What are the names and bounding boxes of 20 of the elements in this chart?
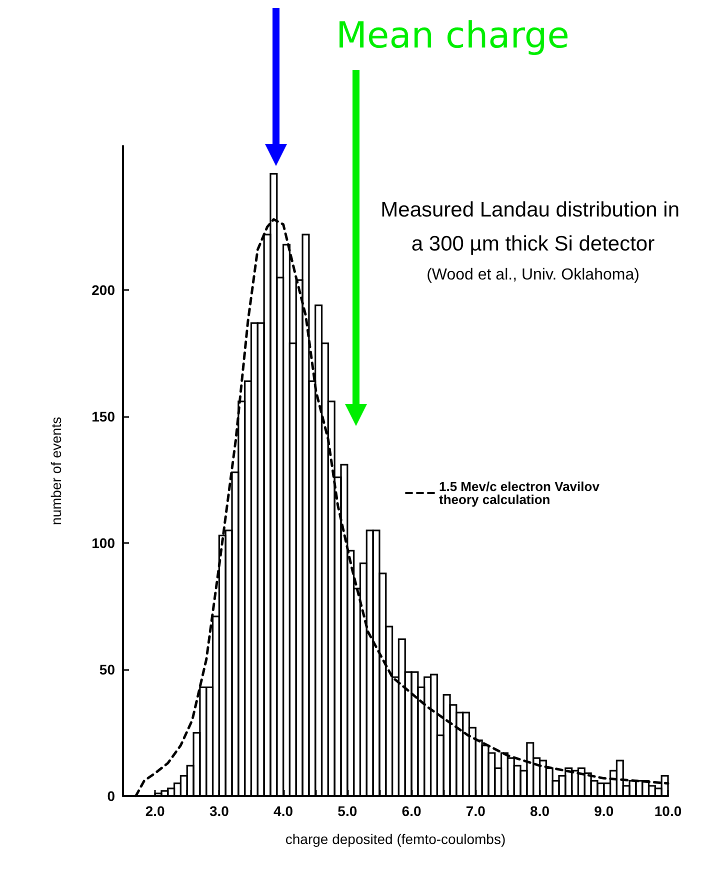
x-tick-label: 6.0	[402, 803, 422, 819]
y-tick-label: 100	[92, 535, 116, 552]
text: Mean charge	[336, 16, 570, 56]
x-tick-label: 2.0	[145, 803, 165, 819]
x-tick-label: 10.0	[654, 803, 682, 819]
text: (Wood et al., Univ. Oklahoma)	[426, 266, 640, 284]
text: Measured Landau distribution in a 300 µm thick Si detector	[380, 198, 686, 256]
legend-label: 1.5 Mev/c electron Vavilov theory calculation	[439, 479, 604, 507]
x-tick-label: 8.0	[530, 803, 550, 819]
x-tick-label: 3.0	[209, 803, 230, 819]
x-axis-title: charge deposited (femto-coulombs)	[285, 831, 506, 847]
x-tick-label: 5.0	[338, 803, 358, 819]
x-tick-label: 9.0	[594, 803, 614, 819]
y-axis-title: number of events	[48, 416, 64, 526]
x-tick-label: 4.0	[274, 803, 294, 819]
y-tick-label: 150	[92, 408, 116, 425]
x-tick-label: 7.0	[466, 803, 486, 819]
y-tick-label: 200	[92, 282, 116, 298]
y-tick-label: 0	[107, 788, 116, 804]
y-tick-label: 50	[99, 662, 116, 678]
